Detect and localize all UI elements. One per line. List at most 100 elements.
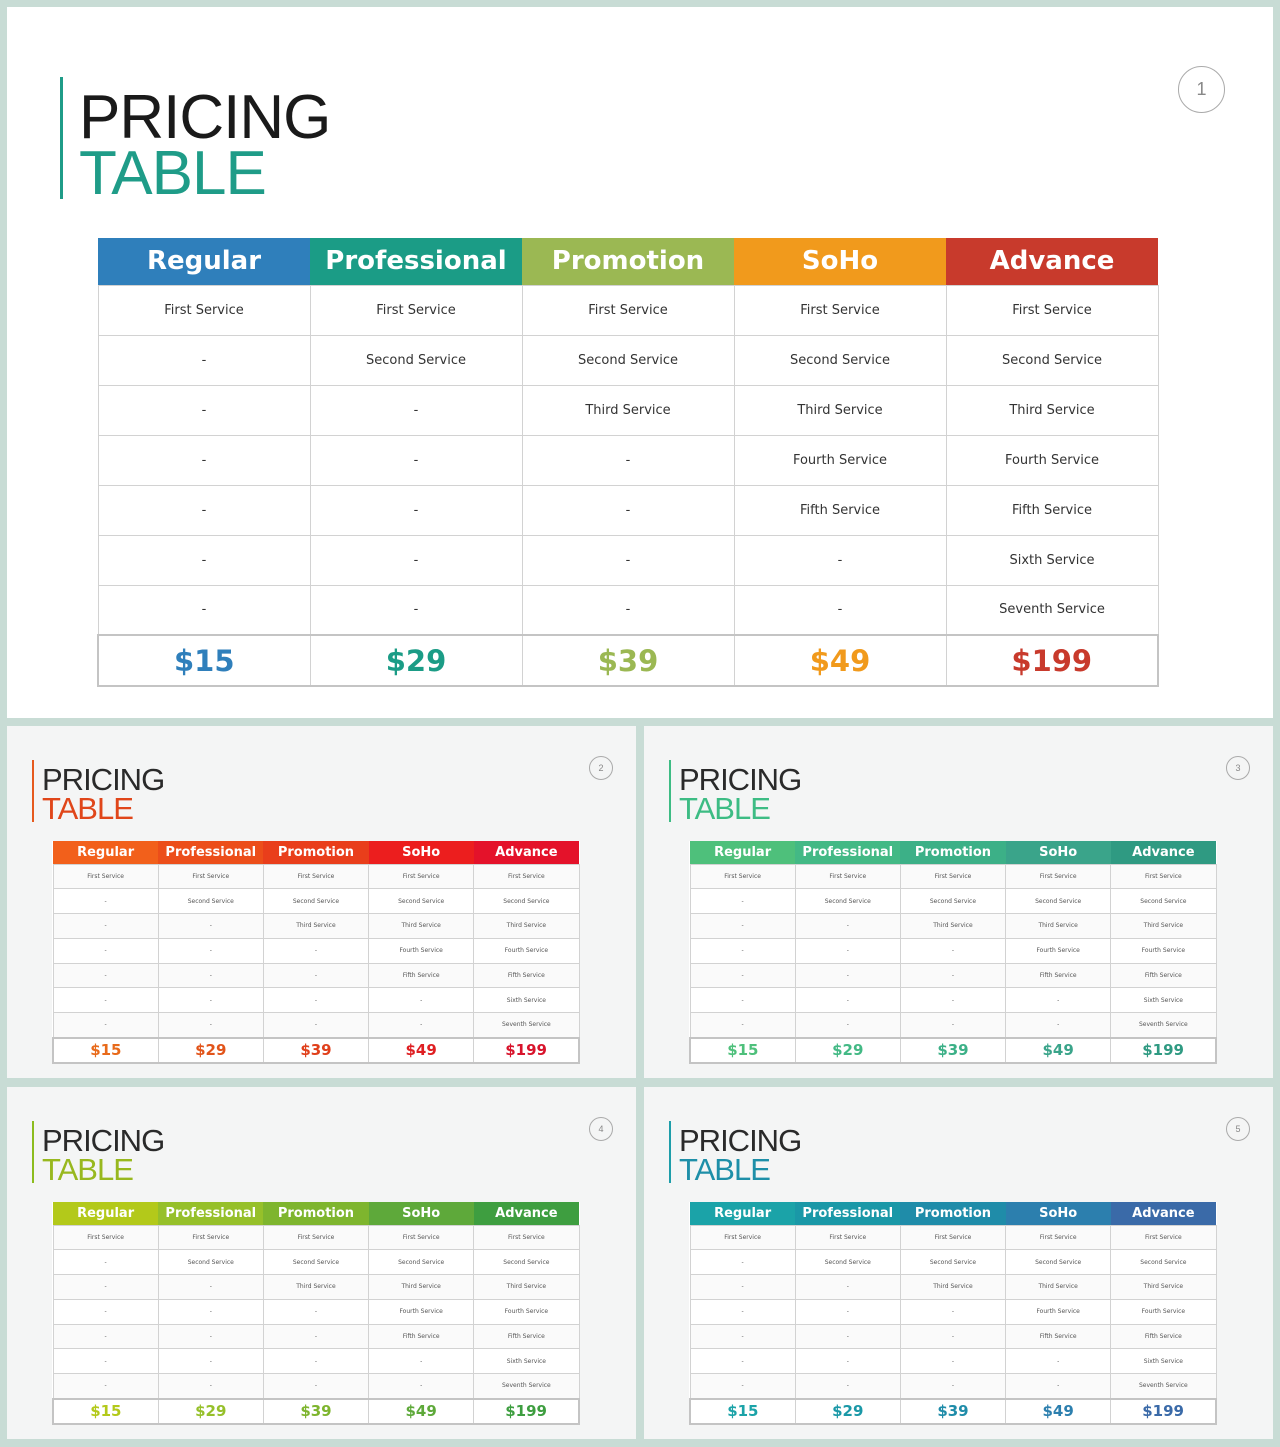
- price-row: $15 $29 $39 $49 $199: [51, 1397, 581, 1425]
- title-accent-bar: [60, 77, 63, 199]
- service-cell: -: [794, 1012, 901, 1039]
- service-cell: First Service: [1110, 1224, 1217, 1251]
- service-cell: -: [1005, 1373, 1112, 1400]
- service-cell: Fifth Service: [368, 962, 475, 989]
- title-table: TABLE: [42, 1152, 134, 1187]
- price-soho: $49: [368, 1397, 475, 1425]
- service-cell: -: [52, 913, 159, 939]
- service-cell: Third Service: [1005, 1274, 1112, 1300]
- service-cell: -: [689, 1348, 796, 1375]
- service-cell: Fifth Service: [473, 962, 580, 989]
- plan-header-row: Regular Professional Promotion SoHo Advance: [690, 1202, 1216, 1225]
- service-cell: Third Service: [473, 913, 580, 939]
- service-cell: -: [52, 1373, 159, 1400]
- service-cell: -: [262, 1012, 370, 1039]
- service-row: - - - - Seventh Service: [52, 1012, 580, 1039]
- page-number-badge: 5: [1226, 1117, 1250, 1141]
- service-row: - Second Service Second Service Second Serv…: [52, 888, 580, 915]
- service-cell: First Service: [262, 1224, 370, 1251]
- service-cell: -: [794, 1323, 901, 1350]
- service-cell: Sixth Service: [1110, 987, 1217, 1014]
- service-cell: -: [52, 1348, 159, 1375]
- service-row: - - - Fourth Service Fourth Service: [689, 937, 1217, 964]
- service-cell: -: [899, 1323, 1007, 1350]
- service-cell: -: [689, 888, 796, 915]
- plan-header-promotion: Promotion: [900, 841, 1006, 864]
- service-cell: -: [262, 1323, 370, 1350]
- service-row: - - - - Sixth Service: [97, 534, 1159, 586]
- service-cell: -: [52, 1323, 159, 1350]
- service-cell: -: [794, 987, 901, 1014]
- service-cell: Third Service: [1005, 913, 1112, 939]
- service-cell: -: [52, 1012, 159, 1039]
- service-row: - - - - Sixth Service: [52, 987, 580, 1014]
- page-number-badge: 1: [1178, 66, 1225, 113]
- service-cell: Seventh Service: [945, 584, 1159, 636]
- service-cell: Fifth Service: [1005, 962, 1112, 989]
- price-professional: $29: [794, 1036, 901, 1064]
- title-accent-bar: [669, 760, 671, 822]
- service-cell: -: [262, 1298, 370, 1325]
- slide-2: PRICING TABLE 2 Regular Professional Promo…: [7, 726, 636, 1078]
- service-cell: Fourth Service: [733, 434, 947, 486]
- price-row: $15 $29 $39 $49 $199: [688, 1397, 1218, 1425]
- service-cell: -: [97, 584, 311, 636]
- service-cell: -: [794, 962, 901, 989]
- service-cell: -: [157, 937, 264, 964]
- service-cell: -: [368, 1373, 475, 1400]
- service-cell: Second Service: [1110, 1249, 1217, 1276]
- price-row: $15 $29 $39 $49 $199: [688, 1036, 1218, 1064]
- service-row: - Second Service Second Service Second Serv…: [689, 888, 1217, 915]
- service-cell: Third Service: [945, 384, 1159, 436]
- service-cell: -: [52, 937, 159, 964]
- service-cell: First Service: [794, 863, 901, 890]
- pricing-table: Regular Professional Promotion SoHo Advance F…: [51, 1202, 581, 1425]
- service-cell: Fourth Service: [1005, 1298, 1112, 1325]
- service-cell: -: [97, 334, 311, 386]
- price-advance: $199: [473, 1036, 581, 1064]
- service-row: - - - Fifth Service Fifth Service: [97, 484, 1159, 536]
- service-cell: First Service: [521, 284, 735, 336]
- service-cell: Sixth Service: [945, 534, 1159, 586]
- service-row: - - Third Service Third Service Third Servic…: [689, 1274, 1217, 1300]
- service-row: - - - - Sixth Service: [52, 1348, 580, 1375]
- title-pricing: PRICING: [42, 762, 165, 797]
- service-cell: Fourth Service: [945, 434, 1159, 486]
- service-cell: -: [157, 1348, 264, 1375]
- service-cell: Fourth Service: [368, 937, 475, 964]
- page-number-badge: 3: [1226, 756, 1250, 780]
- plan-header-promotion: Promotion: [263, 1202, 369, 1225]
- slide-1: PRICING TABLE 1 Regular Professional Promo…: [7, 7, 1273, 718]
- price-row: $15 $29 $39 $49 $199: [51, 1036, 581, 1064]
- page-number-badge: 4: [589, 1117, 613, 1141]
- title-block: PRICING TABLE: [669, 1121, 829, 1185]
- service-cell: -: [689, 913, 796, 939]
- plan-header-advance: Advance: [1110, 841, 1216, 864]
- title-pricing: PRICING: [42, 1123, 165, 1158]
- plan-header-soho: SoHo: [1005, 1202, 1111, 1225]
- service-row: - Second Service Second Service Second Serv…: [97, 334, 1159, 386]
- plan-header-professional: Professional: [795, 841, 901, 864]
- service-cell: First Service: [733, 284, 947, 336]
- service-cell: -: [157, 1274, 264, 1300]
- price-regular: $15: [688, 1036, 796, 1064]
- service-cell: Third Service: [262, 1274, 370, 1300]
- service-cell: First Service: [899, 863, 1007, 890]
- pricing-table: Regular Professional Promotion SoHo Advance F…: [688, 841, 1218, 1064]
- service-cell: Fifth Service: [1110, 1323, 1217, 1350]
- service-cell: Second Service: [521, 334, 735, 386]
- price-soho: $49: [1005, 1036, 1112, 1064]
- service-cell: -: [521, 534, 735, 586]
- price-promotion: $39: [899, 1397, 1007, 1425]
- service-cell: -: [309, 484, 523, 536]
- service-cell: -: [689, 1274, 796, 1300]
- service-cell: First Service: [157, 863, 264, 890]
- service-cell: -: [1005, 1348, 1112, 1375]
- slide-4: PRICING TABLE 4 Regular Professional Promo…: [7, 1087, 636, 1439]
- title-block: PRICING TABLE: [32, 760, 192, 824]
- service-cell: First Service: [97, 284, 311, 336]
- service-cell: -: [521, 434, 735, 486]
- service-cell: -: [97, 484, 311, 536]
- service-row: - - - Fourth Service Fourth Service: [52, 1298, 580, 1325]
- plan-header-soho: SoHo: [368, 841, 474, 864]
